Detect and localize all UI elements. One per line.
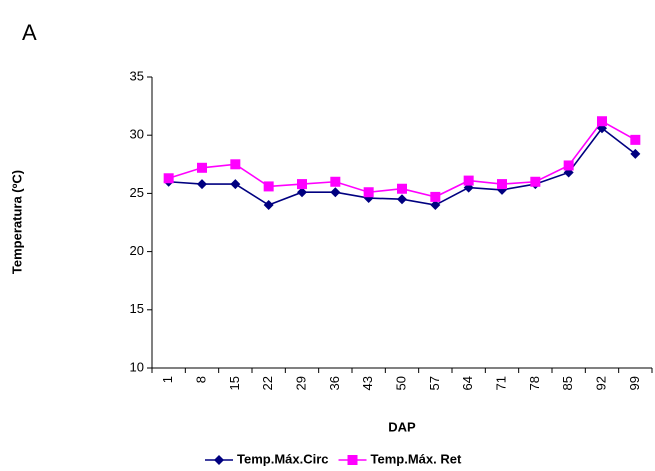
- data-point: [263, 181, 274, 192]
- x-axis-label: DAP: [388, 419, 416, 434]
- data-point: [630, 148, 641, 159]
- x-tick-label: 15: [227, 376, 242, 390]
- legend-marker: [347, 455, 358, 465]
- x-tick-label: 1: [160, 376, 175, 383]
- y-tick-label: 35: [130, 68, 144, 83]
- data-point: [563, 160, 574, 171]
- data-point: [263, 200, 274, 211]
- x-tick-label: 78: [527, 376, 542, 390]
- y-tick-label: 15: [130, 301, 144, 316]
- x-tick-label: 85: [560, 376, 575, 390]
- data-point: [597, 116, 607, 127]
- data-point: [330, 187, 341, 198]
- y-tick-label: 10: [130, 359, 144, 374]
- x-tick-label: 22: [260, 376, 275, 390]
- x-tick-label: 36: [327, 376, 342, 390]
- x-tick-label: 64: [460, 376, 475, 390]
- data-point: [163, 173, 174, 184]
- data-point: [630, 134, 641, 145]
- data-point: [363, 187, 374, 198]
- data-point: [297, 179, 307, 190]
- legend-label: Temp.Máx.Circ: [237, 451, 329, 466]
- data-point: [197, 179, 207, 190]
- y-axis-label: Temperatura (ºC): [9, 170, 24, 274]
- data-point: [430, 191, 441, 202]
- data-point: [197, 162, 207, 173]
- data-point: [430, 200, 441, 211]
- data-point: [230, 159, 241, 170]
- x-tick-label: 92: [593, 376, 608, 390]
- y-tick-label: 25: [130, 185, 144, 200]
- data-point: [397, 194, 407, 205]
- data-point: [497, 179, 507, 190]
- x-tick-label: 57: [427, 376, 442, 390]
- x-tick-label: 29: [293, 376, 308, 390]
- data-point: [297, 187, 307, 198]
- x-tick-label: 71: [493, 376, 508, 390]
- y-tick-label: 30: [130, 127, 144, 142]
- data-point: [397, 183, 407, 194]
- x-tick-label: 99: [627, 376, 642, 390]
- data-point: [330, 176, 341, 187]
- data-point: [530, 176, 541, 187]
- x-tick-label: 50: [393, 376, 408, 390]
- legend-label: Temp.Máx. Ret: [371, 451, 462, 466]
- panel-label: A: [22, 20, 37, 45]
- legend-marker: [214, 455, 224, 465]
- data-point: [230, 179, 241, 190]
- x-tick-label: 43: [360, 376, 375, 390]
- x-tick-label: 8: [193, 376, 208, 383]
- data-point: [463, 175, 474, 186]
- y-tick-label: 20: [130, 243, 144, 258]
